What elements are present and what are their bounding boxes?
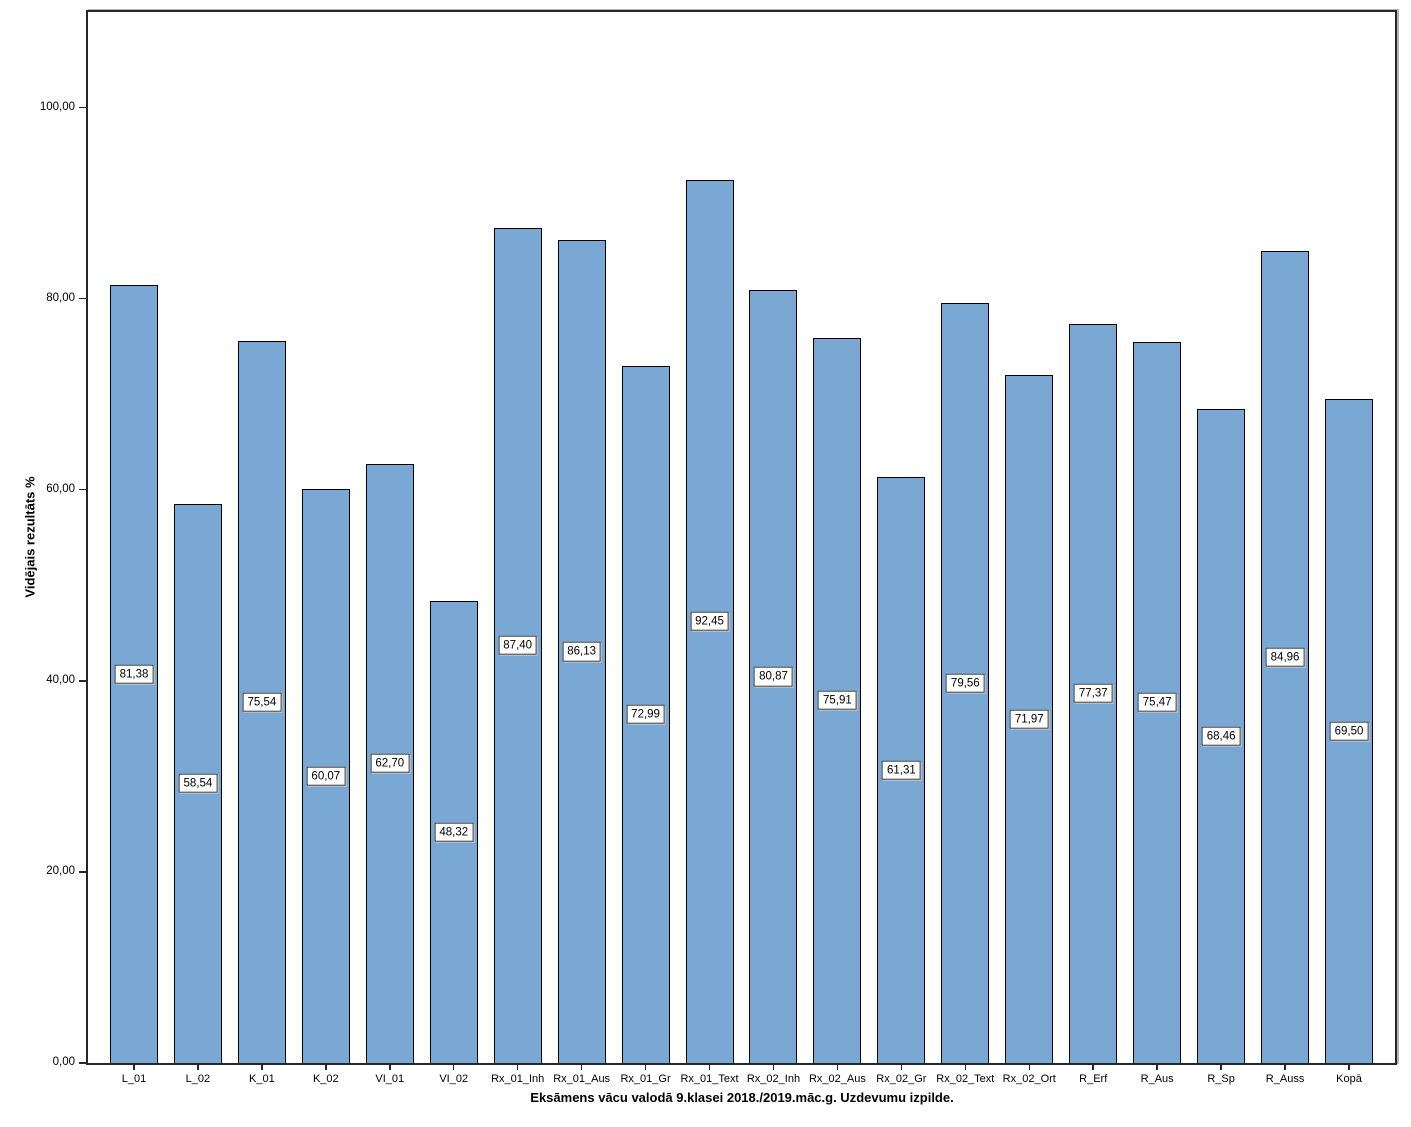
bar-value-label-R_Erf: 77,37: [1073, 683, 1113, 704]
x-tick-mark: [1028, 1065, 1031, 1070]
x-tick-mark: [708, 1065, 711, 1070]
bar-value-label-Rx_02_Text: 79,56: [945, 673, 985, 693]
x-tick-label-Kopā: Kopā: [1336, 1073, 1362, 1085]
y-tick-mark: [79, 488, 86, 491]
bar-value-label-K_01: 75,54: [242, 692, 282, 712]
x-tick-label-Rx_02_Gr: Rx_02_Gr: [876, 1073, 927, 1085]
x-tick-label-L_01: L_01: [121, 1073, 147, 1085]
bar-value-label-K_02: 60,07: [306, 766, 346, 786]
bar-value-label-Rx_02_Inh: 80,87: [754, 666, 793, 687]
x-tick-mark: [580, 1065, 583, 1070]
y-tick-label: 0,00: [52, 1056, 75, 1068]
x-tick-label-Rx_02_Ort: Rx_02_Ort: [1002, 1073, 1056, 1085]
x-tick-label-Rx_02_Aus: Rx_02_Aus: [808, 1073, 866, 1085]
bar-value-label-Rx_01_Text: 92,45: [690, 611, 729, 632]
bar-value-label-R_Aus: 75,47: [1137, 692, 1177, 713]
y-tick-label: 20,00: [46, 864, 75, 877]
bar-value-label-Rx_02_Ort: 71,97: [1009, 709, 1049, 729]
x-tick-mark: [133, 1065, 135, 1070]
y-tick-mark: [79, 106, 86, 109]
x-tick-label-Rx_01_Inh: Rx_01_Inh: [491, 1073, 545, 1085]
x-tick-mark: [1092, 1065, 1094, 1070]
x-tick-mark: [452, 1065, 455, 1070]
bar-value-label-Rx_01_Inh: 87,40: [498, 635, 538, 656]
bar-value-label-L_02: 58,54: [178, 773, 218, 794]
x-tick-mark: [516, 1065, 519, 1070]
bar-value-label-L_01: 81,38: [114, 664, 154, 684]
x-axis-title: Eksāmens vācu valodā 9.klasei 2018./2019…: [530, 1090, 954, 1105]
bar-value-label-Rx_02_Gr: 61,31: [881, 760, 921, 780]
x-tick-mark: [900, 1065, 903, 1070]
bar-value-label-Rx_02_Aus: 75,91: [818, 690, 857, 711]
x-tick-label-R_Erf: R_Erf: [1079, 1073, 1108, 1085]
y-tick-mark: [79, 1062, 86, 1064]
x-tick-label-Rx_01_Aus: Rx_01_Aus: [553, 1073, 611, 1085]
y-tick-label: 80,00: [46, 291, 75, 304]
bar-value-label-Rx_01_Aus: 86,13: [562, 641, 602, 662]
x-tick-label-L_02: L_02: [185, 1073, 211, 1085]
bar-value-label-VI_01: 62,70: [370, 753, 410, 774]
y-tick-label: 100,00: [39, 100, 75, 113]
x-tick-mark: [964, 1065, 967, 1070]
x-tick-label-R_Sp: R_Sp: [1207, 1073, 1235, 1085]
bar-value-label-Kopā: 69,50: [1329, 721, 1369, 741]
x-tick-label-Rx_01_Gr: Rx_01_Gr: [620, 1073, 671, 1085]
bar-value-label-R_Auss: 84,96: [1265, 647, 1305, 667]
x-tick-label-VI_01: VI_01: [375, 1073, 405, 1085]
x-tick-label-Rx_01_Text: Rx_01_Text: [680, 1073, 739, 1085]
x-tick-label-Rx_02_Inh: Rx_02_Inh: [746, 1073, 801, 1085]
y-tick-mark: [79, 871, 86, 873]
x-tick-label-K_02: K_02: [312, 1073, 339, 1085]
y-tick-label: 60,00: [46, 482, 75, 495]
y-tick-label: 40,00: [46, 673, 75, 686]
bar-value-label-VI_02: 48,32: [434, 822, 474, 842]
x-tick-mark: [261, 1065, 263, 1070]
y-tick-mark: [79, 297, 86, 300]
x-tick-label-R_Aus: R_Aus: [1140, 1073, 1174, 1085]
x-tick-mark: [197, 1065, 199, 1070]
plot-area: 81,38 58,54 75,54 60,07 62,70 48,32 87,40 86,13…: [86, 10, 1397, 1065]
x-tick-mark: [836, 1065, 839, 1070]
y-tick-mark: [79, 680, 86, 682]
x-tick-mark: [1220, 1065, 1222, 1070]
bar-value-label-Rx_01_Gr: 72,99: [626, 704, 665, 724]
x-tick-mark: [325, 1065, 327, 1070]
x-tick-mark: [1156, 1065, 1158, 1070]
x-tick-mark: [1348, 1065, 1350, 1070]
x-tick-mark: [644, 1065, 647, 1070]
bar-value-label-R_Sp: 68,46: [1201, 726, 1241, 746]
x-tick-mark: [389, 1065, 391, 1070]
x-tick-mark: [772, 1065, 775, 1070]
x-tick-label-R_Auss: R_Auss: [1265, 1073, 1305, 1085]
x-tick-mark: [1284, 1065, 1286, 1070]
x-tick-label-Rx_02_Text: Rx_02_Text: [936, 1073, 995, 1085]
x-tick-label-K_01: K_01: [249, 1073, 275, 1085]
x-tick-label-VI_02: VI_02: [439, 1073, 469, 1085]
